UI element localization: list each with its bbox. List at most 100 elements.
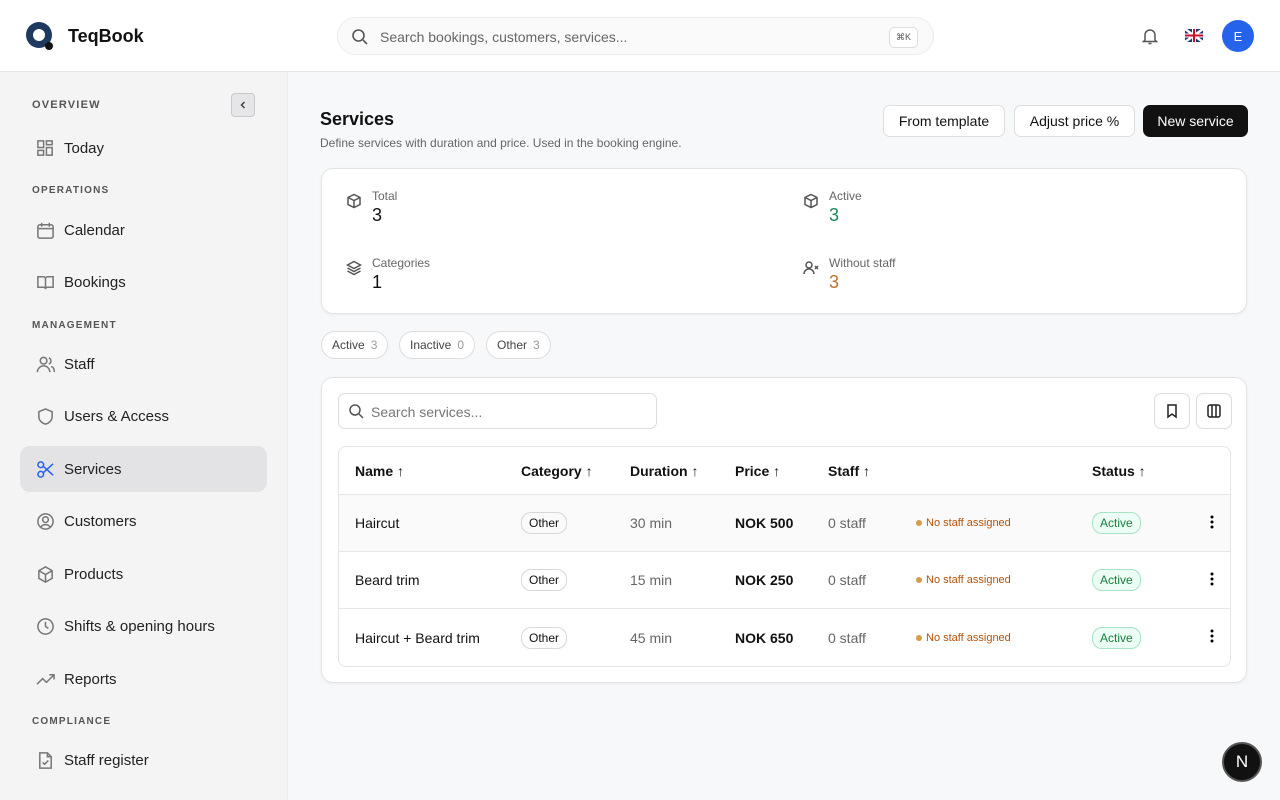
nav-label: Shifts & opening hours <box>64 617 215 635</box>
nav-label: Users & Access <box>64 407 170 425</box>
column-header[interactable]: Name ↑ <box>355 462 405 479</box>
logo <box>26 22 53 50</box>
table-cell: Beard trim <box>355 572 521 588</box>
nav-item[interactable]: Calendar <box>20 207 267 253</box>
section-title: OPERATIONS <box>32 185 110 196</box>
stat: Categories 1 <box>346 256 430 293</box>
nav-label: Staff register <box>64 751 149 769</box>
nav-item[interactable]: Shifts & opening hours <box>20 603 267 649</box>
stat: Active 3 <box>803 189 862 226</box>
avatar[interactable]: E <box>1222 20 1254 52</box>
nav-label: Products <box>64 565 124 583</box>
row-menu[interactable] <box>1199 515 1230 532</box>
table-cell: Haircut <box>355 515 521 531</box>
stat-label: Without staff <box>829 256 896 270</box>
column-label: Price <box>735 462 770 479</box>
price: NOK 650 <box>735 629 794 646</box>
stat-value: 3 <box>829 272 840 292</box>
filter-count: 3 <box>533 338 540 352</box>
nav-label: Staff <box>64 355 95 373</box>
filter-pill[interactable]: Other 3 <box>486 331 551 359</box>
column-label: Duration <box>630 462 688 479</box>
columns-button[interactable] <box>1196 393 1232 429</box>
nav-item[interactable]: Staff register <box>20 737 267 783</box>
filter-count: 0 <box>457 338 465 352</box>
status-badge: Active <box>1092 569 1141 591</box>
table-row[interactable]: Beard trim Other 15 min NOK 250 0 staff No st… <box>339 552 1230 609</box>
services-table: Name ↑ Category ↑ Duration ↑ Price ↑ Sta… <box>338 446 1231 667</box>
collapse-button[interactable] <box>231 93 255 117</box>
nav-item[interactable]: Staff <box>20 341 267 387</box>
filter-label: Active <box>332 338 365 352</box>
column-label: Category <box>521 462 582 479</box>
filter-label: Inactive <box>410 338 452 352</box>
notifications[interactable] <box>1141 27 1159 45</box>
table-cell: No staff assigned <box>916 574 1092 586</box>
table-cell: 0 staff <box>828 630 916 646</box>
table-cell: 30 min <box>630 515 735 531</box>
service-name: Beard trim <box>355 572 420 588</box>
table-cell: 15 min <box>630 572 735 588</box>
nav-item[interactable]: Reports <box>20 656 267 702</box>
column-header[interactable]: Category ↑ <box>521 462 593 479</box>
stat-value: 3 <box>829 205 840 225</box>
page-subtitle: Define services with duration and price.… <box>320 136 682 150</box>
nav-item[interactable]: Bookings <box>20 259 267 305</box>
language-flag[interactable] <box>1185 29 1203 42</box>
stat-value: 1 <box>372 272 383 292</box>
dev-badge[interactable]: N <box>1222 742 1262 782</box>
brand: TeqBook <box>68 26 144 46</box>
global-search[interactable]: Search bookings, customers, services... … <box>337 17 934 55</box>
nav-item-active[interactable]: Services <box>20 446 267 492</box>
column-header[interactable]: Status ↑ <box>1092 462 1146 479</box>
filter-pill[interactable]: Inactive 0 <box>399 331 476 359</box>
filter-pill[interactable]: Active 3 <box>321 331 389 359</box>
section-title: COMPLIANCE <box>32 716 112 727</box>
duration: 30 min <box>630 515 673 531</box>
duration: 45 min <box>630 629 673 646</box>
table-cell: Active <box>1092 569 1199 591</box>
table-cell: Other <box>521 512 630 534</box>
saved-views-button[interactable] <box>1154 393 1190 429</box>
nav-label: Bookings <box>64 273 126 291</box>
category-tag: Other <box>521 626 568 649</box>
nav-label: Services <box>64 460 122 478</box>
row-menu[interactable] <box>1199 572 1230 589</box>
table-cell: No staff assigned <box>916 517 1092 529</box>
table-cell: NOK 250 <box>735 572 828 588</box>
table-row[interactable]: Haircut + Beard trim Other 45 min NOK 650 0 … <box>339 609 1230 666</box>
nav-item[interactable]: Today <box>20 125 267 171</box>
shortcut: ⌘K <box>889 27 919 48</box>
template-button[interactable]: From template <box>883 105 1005 137</box>
table-cell: 0 staff <box>828 515 916 531</box>
nav-label: Customers <box>64 512 137 530</box>
column-header[interactable]: Duration ↑ <box>630 462 699 479</box>
table-row[interactable]: Haircut Other 30 min NOK 500 0 staff No staff… <box>339 495 1230 552</box>
column-header[interactable]: Price ↑ <box>735 462 781 479</box>
table-cell: Other <box>521 626 630 649</box>
top-bar: TeqBook Search bookings, customers, serv… <box>0 0 1280 72</box>
table-cell: NOK 500 <box>735 515 828 531</box>
new-service-button[interactable]: New service <box>1143 105 1248 137</box>
nav-item[interactable]: Customers <box>20 498 267 544</box>
nav-item[interactable]: Users & Access <box>20 393 267 439</box>
service-name: Haircut + Beard trim <box>355 629 480 646</box>
staff-warning: No staff assigned <box>916 517 1092 529</box>
table-cell: No staff assigned <box>916 632 1092 644</box>
stat: Without staff 3 <box>803 256 895 293</box>
staff-warning: No staff assigned <box>916 574 1092 586</box>
category-tag: Other <box>521 512 568 534</box>
stat-value: 3 <box>372 205 383 225</box>
column-label: Staff <box>828 462 860 479</box>
nav-label: Today <box>64 139 105 157</box>
nav-item[interactable]: Products <box>20 551 267 597</box>
table-search[interactable]: Search services... <box>338 393 657 429</box>
adjust-price-button[interactable]: Adjust price % <box>1014 105 1135 137</box>
row-menu[interactable] <box>1199 629 1230 646</box>
table-cell: 0 staff <box>828 572 916 588</box>
table-cell: Active <box>1092 512 1199 534</box>
column-header[interactable]: Staff ↑ <box>828 462 871 479</box>
stat-label: Active <box>829 189 862 203</box>
staff-count: 0 staff <box>828 515 866 531</box>
price: NOK 500 <box>735 515 794 531</box>
